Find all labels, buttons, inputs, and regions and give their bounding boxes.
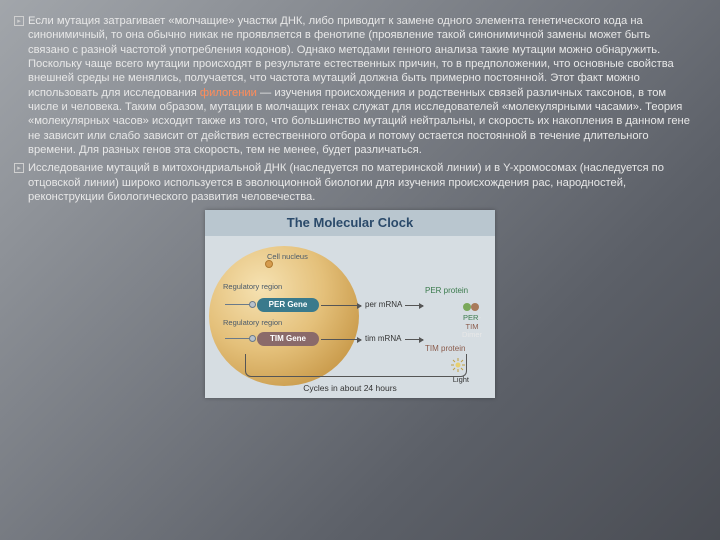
bullet-marker-icon: ▸ [10, 14, 28, 157]
tim-mrna-label: tim mRNA [365, 334, 401, 344]
arrow-per-protein [405, 305, 423, 306]
arrow-tim-protein [405, 339, 423, 340]
feedback-arrow [245, 354, 467, 377]
cell-nucleus-label: Cell nucleus [267, 252, 308, 262]
arrow-per-mrna [321, 305, 361, 306]
bullet-1-highlight: филогении [200, 87, 257, 99]
regulatory-label-2: Regulatory region [223, 318, 282, 328]
tim-gene-box: TIM Gene [257, 332, 319, 346]
per-mrna-label: per mRNA [365, 300, 402, 310]
arrow-tim-mrna [321, 339, 361, 340]
figure-title: The Molecular Clock [205, 210, 495, 236]
dimer-word: Dimer [457, 331, 487, 339]
dimer-dot-green-icon [463, 303, 471, 311]
slide-content: ▸ Если мутация затрагивает «молчащие» уч… [0, 0, 720, 408]
per-gene-box: PER Gene [257, 298, 319, 312]
tim-protein-label: TIM protein [425, 344, 465, 354]
bullet-1-text: Если мутация затрагивает «молчащие» учас… [28, 14, 690, 157]
figure-container: The Molecular Clock Cell nucleus Regulat… [10, 210, 690, 398]
dimer-sep: - [478, 313, 481, 322]
bullet-2-text: Исследование мутаций в митохондриальной … [28, 161, 690, 204]
regulatory-label-1: Regulatory region [223, 282, 282, 292]
bullet-marker-icon: ▸ [10, 161, 28, 204]
bullet-2: ▸ Исследование мутаций в митохондриально… [10, 161, 690, 204]
figure-body: Cell nucleus Regulatory region Regulator… [205, 236, 495, 398]
bullet-2-pre: Исследование мутаций в митохондриальной … [28, 162, 664, 203]
dimer-dot-brown-icon [471, 303, 479, 311]
molecular-clock-figure: The Molecular Clock Cell nucleus Regulat… [205, 210, 495, 398]
per-protein-label: PER protein [425, 286, 468, 296]
bullet-1: ▸ Если мутация затрагивает «молчащие» уч… [10, 14, 690, 157]
cycles-label: Cycles in about 24 hours [205, 383, 495, 394]
dimer-block: PER-TIM Dimer [457, 300, 487, 339]
